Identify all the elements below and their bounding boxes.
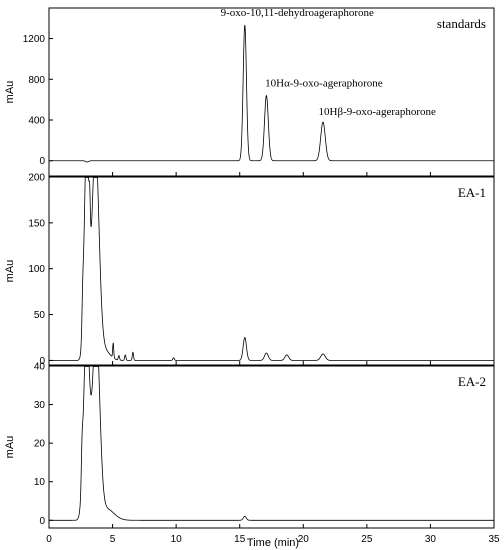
x-tick-label: 30 bbox=[425, 534, 437, 545]
y-tick-label: 10 bbox=[34, 477, 46, 488]
panel-ea-2: 0 10 20 30 40 mAu EA-2 bbox=[4, 362, 495, 529]
panel-label: EA-1 bbox=[458, 185, 486, 200]
x-axis-title: Time (min) bbox=[247, 537, 299, 549]
y-tick-label: 200 bbox=[28, 173, 45, 184]
x-tick-label: 15 bbox=[234, 534, 246, 545]
y-tick-label: 0 bbox=[39, 516, 45, 527]
panel-label: EA-2 bbox=[458, 374, 486, 389]
panel-frame bbox=[48, 176, 495, 366]
panel-frame bbox=[48, 365, 495, 529]
y-tick-label: 400 bbox=[28, 116, 45, 127]
x-axis: 0 5 10 15 20 25 30 35 bbox=[46, 534, 500, 545]
y-tick-label: 0 bbox=[39, 156, 45, 167]
x-tick-label: 35 bbox=[488, 534, 500, 545]
y-tick-label: 150 bbox=[28, 218, 45, 229]
chromatogram-trace bbox=[48, 24, 495, 163]
x-tick-label: 20 bbox=[298, 534, 310, 545]
panel-ea-1: 0 50 100 150 200 mAu EA-1 bbox=[4, 173, 495, 367]
panel-standards: 0 400 800 1200 mAu standards 9-oxo-10,11-dehyd… bbox=[4, 7, 495, 177]
x-tick-label: 10 bbox=[171, 534, 183, 545]
chromatogram-trace bbox=[48, 366, 495, 521]
y-axis-title: mAu bbox=[4, 436, 16, 459]
y-axis-title: mAu bbox=[4, 260, 16, 283]
x-tick-label: 5 bbox=[110, 534, 116, 545]
y-tick-label: 40 bbox=[34, 362, 46, 373]
y-tick-label: 50 bbox=[34, 310, 46, 321]
x-tick-label: 25 bbox=[361, 534, 373, 545]
peak-annotation: 9-oxo-10,11-dehydroageraphorone bbox=[221, 7, 374, 19]
panel-label: standards bbox=[437, 16, 486, 31]
x-tick-label: 0 bbox=[46, 534, 52, 545]
y-tick-label: 100 bbox=[28, 264, 45, 275]
peak-annotation: 10Hα-9-oxo-ageraphorone bbox=[265, 77, 383, 89]
panel-frame bbox=[48, 7, 495, 177]
y-axis-title: mAu bbox=[4, 81, 16, 104]
y-tick-label: 0 bbox=[39, 356, 45, 367]
y-tick-label: 1200 bbox=[23, 34, 46, 45]
chromatogram-panels: 04008001200mAustandards9-oxo-10,11-dehyd… bbox=[4, 7, 495, 529]
y-tick-label: 800 bbox=[28, 75, 45, 86]
y-tick-label: 20 bbox=[34, 439, 46, 450]
y-tick-label: 30 bbox=[34, 400, 46, 411]
peak-annotation: 10Hβ-9-oxo-ageraphorone bbox=[319, 106, 437, 118]
chromatogram-trace bbox=[48, 177, 495, 361]
